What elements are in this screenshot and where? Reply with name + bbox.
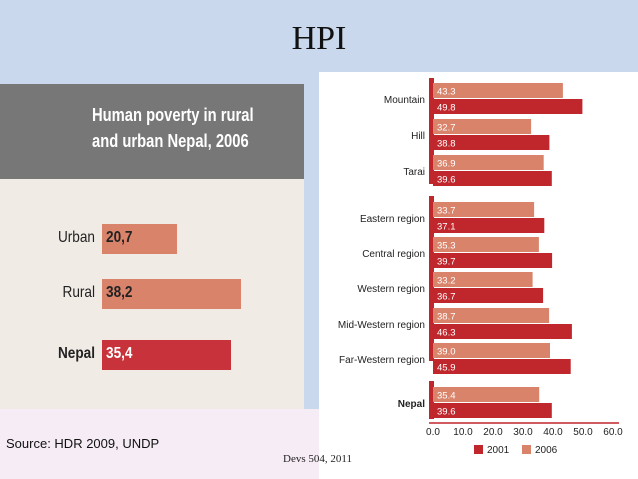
left-chart: Human poverty in rural and urban Nepal, … <box>0 84 304 409</box>
group-separator-bar <box>429 78 434 184</box>
right-bar-2006 <box>433 119 532 134</box>
legend-swatch <box>474 445 483 454</box>
group-separator-bar <box>429 196 434 361</box>
x-tick-label: 60.0 <box>603 427 623 438</box>
source-note: Source: HDR 2009, UNDP <box>6 436 160 451</box>
right-bar-2006 <box>433 272 533 287</box>
right-bar-2001 <box>433 171 552 186</box>
right-value-label: 39.6 <box>437 175 456 186</box>
right-bar-2001 <box>433 359 571 374</box>
right-value-label: 33.2 <box>437 276 456 287</box>
x-tick-label: 20.0 <box>483 427 503 438</box>
right-bar-2001 <box>433 253 553 268</box>
left-bar: 20,7 <box>102 224 178 254</box>
right-value-label: 43.3 <box>437 87 456 98</box>
right-value-label: 33.7 <box>437 206 456 217</box>
right-value-label: 38.7 <box>437 312 456 323</box>
right-category-label: Central region <box>362 249 425 260</box>
right-value-label: 49.8 <box>437 103 456 114</box>
right-category-label: Far-Western region <box>339 355 425 366</box>
group-separator-bar <box>429 381 434 419</box>
left-chart-title: Human poverty in rural and urban Nepal, … <box>92 102 260 154</box>
right-category-label: Mid-Western region <box>338 320 425 331</box>
footer-note: Devs 504, 2011 <box>283 453 352 465</box>
x-tick-label: 50.0 <box>573 427 593 438</box>
right-value-label: 39.0 <box>437 347 456 358</box>
right-bar-2006 <box>433 237 539 252</box>
right-bar-2001 <box>433 288 544 303</box>
x-tick-label: 0.0 <box>426 427 440 438</box>
right-bar-2006 <box>433 155 544 170</box>
right-category-label: Hill <box>411 131 425 142</box>
right-chart: Mountain 43.3 49.8 Hill 32.7 38.8 Tarai 36.9 39.… <box>319 72 638 479</box>
right-category-label: Western region <box>357 284 425 295</box>
right-value-label: 45.9 <box>437 363 456 374</box>
right-bar-2006 <box>433 387 540 402</box>
right-value-label: 36.7 <box>437 292 456 303</box>
right-bar-2001 <box>433 324 572 339</box>
right-value-label: 39.6 <box>437 407 456 418</box>
x-tick-label: 40.0 <box>543 427 563 438</box>
right-category-label: Tarai <box>403 167 425 178</box>
left-chart-title-line-1: Human poverty in rural <box>92 105 254 125</box>
right-bar-2006 <box>433 308 550 323</box>
left-category-label: Urban <box>57 229 95 246</box>
left-bar: 38,2 <box>102 279 241 309</box>
left-bar: 35,4 <box>102 340 231 370</box>
right-value-label: 38.8 <box>437 139 456 150</box>
right-value-label: 36.9 <box>437 159 456 170</box>
legend-label: 2001 <box>487 445 510 456</box>
x-tick-label: 10.0 <box>453 427 473 438</box>
x-tick-label: 30.0 <box>513 427 533 438</box>
left-category-label: Rural <box>62 284 95 301</box>
right-bar-2006 <box>433 202 535 217</box>
source-band <box>0 409 320 479</box>
slide-title: HPI <box>291 20 347 57</box>
right-chart-svg: Mountain 43.3 49.8 Hill 32.7 38.8 Tarai 36.9 39.… <box>338 78 623 456</box>
left-chart-header: Human poverty in rural and urban Nepal, … <box>0 84 304 179</box>
right-category-label: Eastern region <box>360 214 425 225</box>
right-category-label: Nepal <box>398 399 425 410</box>
right-bar-2006 <box>433 83 563 98</box>
right-bar-2006 <box>433 343 550 358</box>
right-bar-2001 <box>433 99 583 114</box>
left-chart-title-line-2: and urban Nepal, 2006 <box>92 131 249 151</box>
left-value-label: 38,2 <box>106 284 133 301</box>
left-category-label: Nepal <box>57 345 95 362</box>
left-value-label: 35,4 <box>106 345 133 362</box>
legend-label: 2006 <box>535 445 558 456</box>
right-value-label: 46.3 <box>437 328 456 339</box>
right-bar-2001 <box>433 403 552 418</box>
legend-swatch <box>522 445 531 454</box>
right-value-label: 35.3 <box>437 241 456 252</box>
right-value-label: 39.7 <box>437 257 456 268</box>
right-value-label: 37.1 <box>437 222 456 233</box>
right-bar-2001 <box>433 218 545 233</box>
right-value-label: 32.7 <box>437 123 456 134</box>
right-bar-2001 <box>433 135 550 150</box>
right-value-label: 35.4 <box>437 391 456 402</box>
right-category-label: Mountain <box>384 95 425 106</box>
left-value-label: 20,7 <box>106 229 133 246</box>
